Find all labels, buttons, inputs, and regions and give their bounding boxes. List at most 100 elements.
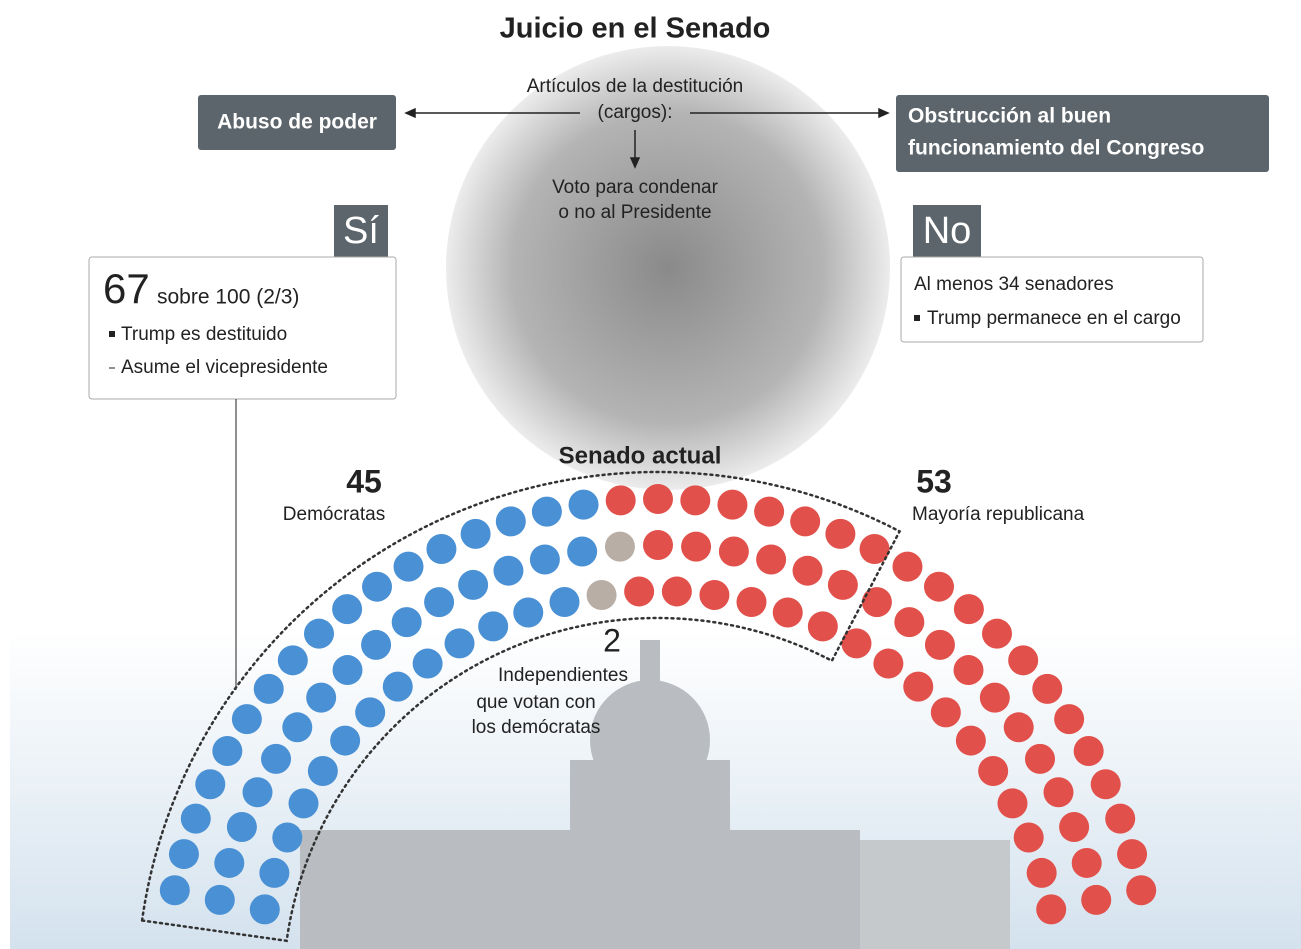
no-label: No	[923, 210, 972, 252]
yes-bullet: Trump es destituido	[121, 324, 287, 345]
independents-count: 2	[603, 622, 621, 658]
seat	[330, 726, 360, 756]
seat	[825, 519, 855, 549]
seat	[1014, 822, 1044, 852]
republicans-label: Mayoría republicana	[912, 504, 1085, 525]
seat	[828, 570, 858, 600]
seat	[259, 858, 289, 888]
seat	[624, 576, 654, 606]
seat	[530, 545, 560, 575]
seat	[606, 485, 636, 515]
seat	[394, 552, 424, 582]
seat	[261, 744, 291, 774]
seat	[756, 545, 786, 575]
seat	[513, 598, 543, 628]
bullet	[914, 315, 920, 321]
yes-text: sobre 100 (2/3)	[157, 286, 299, 309]
seat	[1054, 704, 1084, 734]
seat	[278, 645, 308, 675]
seat	[956, 726, 986, 756]
democrats-label: Demócratas	[283, 504, 385, 525]
seat	[272, 822, 302, 852]
seat	[362, 572, 392, 602]
seat	[980, 683, 1010, 713]
seat	[569, 490, 599, 520]
seat	[680, 485, 710, 515]
seat	[903, 672, 933, 702]
seat	[681, 532, 711, 562]
seat	[532, 497, 562, 527]
seat	[413, 649, 443, 679]
seat	[931, 697, 961, 727]
seat	[892, 552, 922, 582]
seat	[306, 683, 336, 713]
seat	[282, 712, 312, 742]
seat	[873, 649, 903, 679]
article-right: funcionamiento del Congreso	[908, 137, 1204, 160]
title: Juicio en el Senado	[500, 13, 771, 45]
seat	[1008, 645, 1038, 675]
seat	[954, 655, 984, 685]
seat	[793, 556, 823, 586]
vote-text: Voto para condenar	[552, 177, 719, 198]
vote-text: o no al Presidente	[558, 202, 711, 223]
bullet	[109, 331, 115, 337]
articles-label: (cargos):	[598, 102, 673, 123]
article-left: Abuso de poder	[217, 111, 377, 134]
seat	[717, 490, 747, 520]
seat	[1043, 777, 1073, 807]
seat	[181, 804, 211, 834]
seat	[250, 894, 280, 924]
seat	[754, 497, 784, 527]
seat	[587, 580, 617, 610]
seat	[308, 756, 338, 786]
seat	[1081, 885, 1111, 915]
seat	[355, 697, 385, 727]
seat	[719, 536, 749, 566]
seat	[160, 875, 190, 905]
seat	[662, 576, 692, 606]
seat	[214, 848, 244, 878]
seat	[997, 788, 1027, 818]
seat	[1027, 858, 1057, 888]
yes-bullet: Asume el vicepresidente	[121, 357, 328, 378]
seat	[195, 769, 225, 799]
seat	[643, 530, 673, 560]
seat	[254, 674, 284, 704]
article-right: Obstrucción al buen	[908, 105, 1111, 128]
seat	[243, 777, 273, 807]
seat	[1032, 674, 1062, 704]
seat	[493, 556, 523, 586]
seat	[808, 611, 838, 641]
seat	[982, 619, 1012, 649]
seat	[736, 587, 766, 617]
seat	[361, 630, 391, 660]
seat	[227, 812, 257, 842]
seat	[925, 630, 955, 660]
seat	[1074, 736, 1104, 766]
seat	[496, 506, 526, 536]
seat	[1025, 744, 1055, 774]
seat	[424, 587, 454, 617]
seat	[232, 704, 262, 734]
seat	[643, 484, 673, 514]
seat	[332, 655, 362, 685]
seat	[289, 788, 319, 818]
seat	[550, 587, 580, 617]
seat	[478, 611, 508, 641]
seat	[383, 672, 413, 702]
seat	[461, 519, 491, 549]
democrats-count: 45	[346, 463, 382, 499]
independents-label: que votan con	[476, 692, 595, 713]
seat	[790, 506, 820, 536]
seat	[567, 536, 597, 566]
seat	[924, 572, 954, 602]
seat	[894, 607, 924, 637]
seat	[1004, 712, 1034, 742]
seat	[426, 534, 456, 564]
no-bullet: Trump permanece en el cargo	[927, 308, 1181, 329]
seat	[699, 580, 729, 610]
republicans-count: 53	[916, 463, 952, 499]
seat	[1059, 812, 1089, 842]
seat	[212, 736, 242, 766]
